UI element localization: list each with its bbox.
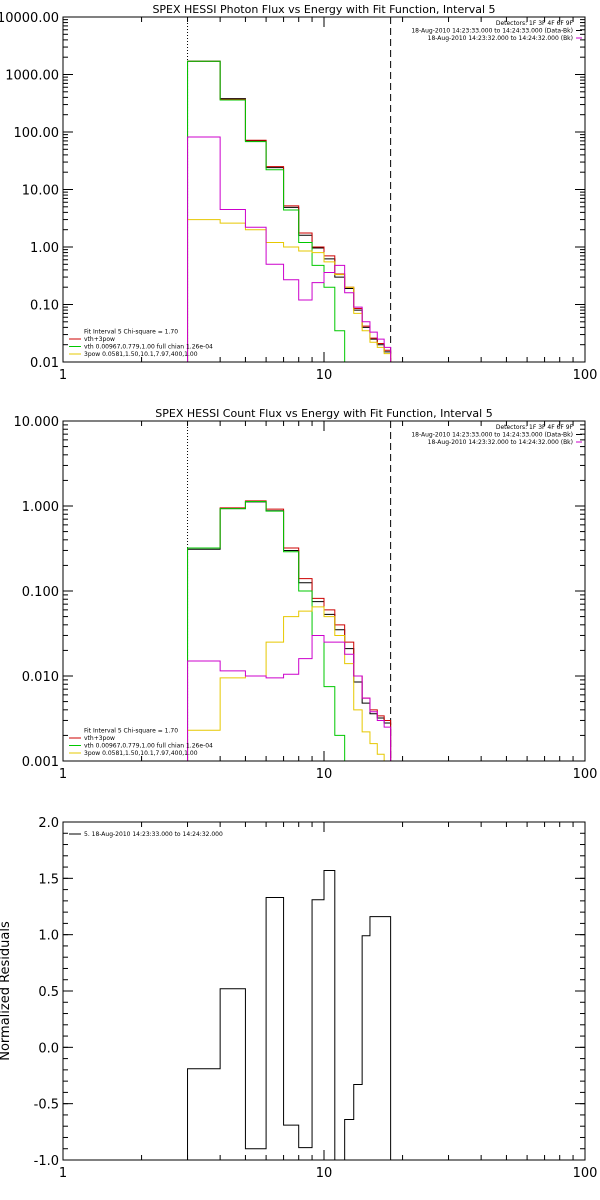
chart-title: SPEX HESSI Photon Flux vs Energy with Fi… [152,3,495,16]
series-line-vth [187,500,346,761]
x-tick-label: 1 [59,368,67,383]
plot-frame [62,821,586,1161]
series-line-data-bk [187,60,392,362]
y-tick-label: 10.00 [22,184,59,199]
x-tick-label: 100 [573,767,598,782]
y-tick-label: 0.10 [30,299,59,314]
y-axis-label: Normalized Residuals [0,921,13,1061]
series-line-bk [187,634,392,761]
y-tick-label: 1.000 [22,500,59,515]
x-tick-label: 1 [59,767,67,782]
legend-text: vth 0.00967,0.779,1.00 full chian 1.26e-… [84,344,213,351]
y-tick-label: 2.0 [38,816,59,831]
legend-text: vth+3pow [84,735,115,742]
y-tick-label: 0.5 [38,985,59,1000]
legend-text: 3pow 0.0581,1.50,10.1,7.97,400,1.00 [84,750,198,757]
chart-title: SPEX HESSI Count Flux vs Energy with Fit… [155,407,492,420]
legend-text: Fit Interval 5 Chi-square = 1.70 [84,728,178,735]
series-line-data-bk [187,501,392,761]
y-tick-label: 1000.00 [5,69,59,84]
y-tick-label: 10000.00 [0,11,59,26]
legend-text: 3pow 0.0581,1.50,10.1,7.97,400,1.00 [84,351,198,358]
y-tick-label: 0.0 [38,1041,59,1056]
chart-panel-3: Normalized Residuals 1 10 100 -1.0 -0.5 0.0 0.5… [0,816,598,1181]
header-info-text: 18-Aug-2010 14:23:32.000 to 14:24:32.000… [428,439,573,446]
x-tick-label: 100 [573,368,598,383]
series-line-3pow [187,606,385,761]
x-tick-label: 10 [316,368,333,383]
x-tick-label: 10 [316,1166,333,1181]
y-tick-label: 10.000 [14,415,60,430]
y-tick-label: -1.0 [34,1154,59,1169]
legend-text: vth 0.00967,0.779,1.00 full chian 1.26e-… [84,743,213,750]
legend-text: Fit Interval 5 Chi-square = 1.70 [84,329,178,336]
x-tick-label: 1 [59,1166,67,1181]
y-tick-label: -0.5 [34,1098,59,1113]
x-tick-label: 10 [316,767,333,782]
header-info-text: Detectors: 1F 3F 4F 6F 9F [496,20,574,27]
header-info-text: 18-Aug-2010 14:23:33.000 to 14:24:33.000… [411,28,573,35]
series-line-vth-3pow [187,60,392,362]
header-info-text: 18-Aug-2010 14:23:33.000 to 14:24:33.000… [411,432,573,439]
y-tick-label: 1.00 [30,241,59,256]
y-tick-label: 1.0 [38,929,59,944]
legend-text: vth+3pow [84,336,115,343]
y-tick-label: 0.010 [22,670,59,685]
series-line-vth-3pow [187,500,392,761]
series-line-vth [187,60,346,362]
y-tick-label: 0.001 [22,755,59,770]
y-tick-label: 0.01 [30,356,59,371]
header-info-text: 18-Aug-2010 14:23:32.000 to 14:24:32.000… [428,35,573,42]
x-tick-label: 100 [573,1166,598,1181]
legend-text: 5. 18-Aug-2010 14:23:33.000 to 14:24:32.… [84,831,223,838]
series-line-3pow [187,219,392,362]
plot-frame [62,420,586,762]
series-line-bk [187,136,392,362]
chart-panel-1: SPEX HESSI Photon Flux vs Energy with Fi… [0,3,597,383]
y-tick-label: 100.00 [14,126,60,141]
chart-panel-2: SPEX HESSI Count Flux vs Energy with Fit… [14,407,598,782]
y-tick-label: 1.5 [38,872,59,887]
header-info-text: Detectors: 1F 3F 4F 6F 9F [496,424,574,431]
series-line-residual [187,869,392,1160]
plot-frame [62,16,586,363]
y-tick-label: 0.100 [22,585,59,600]
